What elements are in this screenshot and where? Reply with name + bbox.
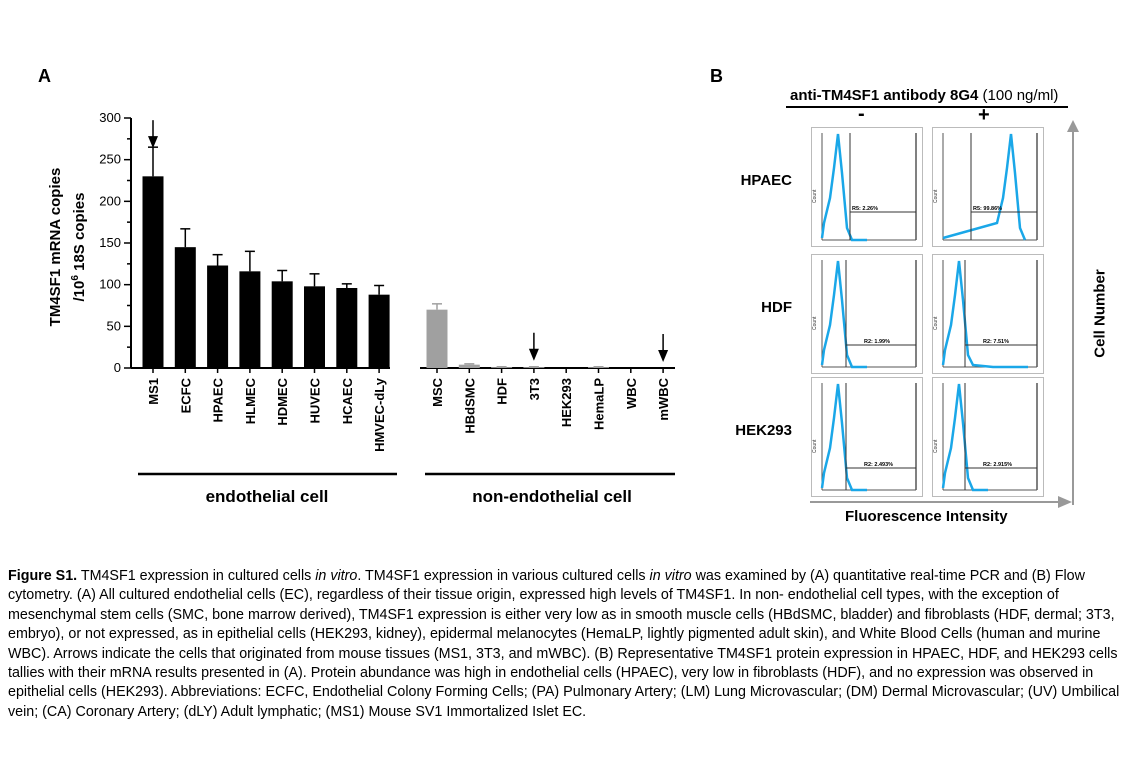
bar-hmvec-dly — [368, 294, 390, 368]
up-arrow-icon — [1067, 120, 1079, 132]
x-tick-label: MS1 — [146, 378, 161, 405]
plus-label: + — [978, 104, 990, 126]
bar-chart: 0 50 100 150 200 250 300 MS1 ECFC HPAEC HLMEC HDMEC… — [99, 110, 675, 506]
right-arrow-icon — [1058, 496, 1072, 508]
svg-text:Count: Count — [812, 189, 818, 203]
bar-ms1 — [142, 176, 164, 368]
x-tick-label: HLMEC — [243, 377, 258, 424]
x-tick-label: HPAEC — [211, 377, 226, 422]
minus-label: - — [858, 103, 865, 125]
x-tick-label: HemaLP — [592, 378, 607, 430]
row-label-hdf: HDF — [761, 299, 792, 316]
cell-number-label: Cell Number — [1091, 269, 1109, 358]
y-tick-label: 250 — [99, 152, 121, 167]
down-arrow-icon — [658, 350, 669, 362]
x-tick-label: MSC — [430, 377, 445, 407]
bar-3t3 — [523, 367, 545, 368]
y-tick-label: 50 — [107, 318, 121, 333]
x-tick-label: HUVEC — [308, 377, 323, 423]
row-label-hek293: HEK293 — [735, 422, 792, 439]
bar-hemalp — [588, 367, 609, 368]
x-tick-label: HMVEC-dLy — [372, 377, 387, 452]
bar-ecfc — [174, 247, 196, 368]
x-tick-label: HCAEC — [340, 377, 355, 424]
bar-hcaec — [336, 288, 358, 368]
bar-msc — [426, 309, 448, 368]
fluorescence-intensity-label: Fluorescence Intensity — [845, 508, 1008, 525]
svg-text:Count: Count — [933, 439, 939, 453]
group-label-endothelial: endothelial cell — [206, 487, 329, 506]
bar-hdmec — [271, 281, 293, 368]
x-tick-label: HDMEC — [275, 377, 290, 425]
flow-histogram-hek293-minus: Count R2: 2.493% — [811, 377, 923, 497]
svg-text:R2: 7.51%: R2: 7.51% — [983, 339, 1009, 345]
x-tick-label: HBdSMC — [462, 377, 477, 433]
svg-text:R2: 2.915%: R2: 2.915% — [983, 462, 1012, 468]
x-tick-label: 3T3 — [527, 378, 542, 400]
x-tick-label: mWBC — [656, 377, 671, 420]
svg-text:Count: Count — [933, 189, 939, 203]
flow-histogram-hdf-plus: Count R2: 7.51% — [932, 254, 1044, 374]
svg-text:R2: 2.493%: R2: 2.493% — [864, 462, 893, 468]
svg-text:R5: 2.26%: R5: 2.26% — [852, 206, 878, 212]
svg-text:Count: Count — [812, 439, 818, 453]
y-tick-label: 150 — [99, 235, 121, 250]
flow-histogram-hek293-plus: Count R2: 2.915% — [932, 377, 1044, 497]
y-tick-label: 200 — [99, 193, 121, 208]
y-tick-label: 100 — [99, 277, 121, 292]
x-tick-label: ECFC — [178, 377, 193, 413]
bar-hbdsmc — [458, 364, 480, 368]
figure-caption: Figure S1. TM4SF1 expression in cultured… — [8, 568, 1120, 720]
x-tick-label: HEK293 — [559, 378, 574, 427]
bar-hlmec — [239, 271, 261, 368]
group-label-non-endothelial: non-endothelial cell — [472, 487, 632, 506]
y-tick-label: 0 — [114, 360, 121, 375]
x-tick-label: WBC — [624, 377, 639, 409]
row-label-hpaec: HPAEC — [740, 172, 792, 189]
down-arrow-icon — [528, 348, 539, 361]
svg-text:Count: Count — [812, 316, 818, 330]
flow-axes — [810, 120, 1079, 508]
panel-a-label: A — [38, 66, 51, 86]
flow-histogram-hpaec-minus: Count R5: 2.26% — [811, 127, 923, 247]
flow-histogram-hdf-minus: Count R2: 1.99% — [811, 254, 923, 374]
bar-hdf — [491, 367, 513, 368]
svg-text:R2: 1.99%: R2: 1.99% — [864, 339, 890, 345]
bar-huvec — [304, 286, 325, 368]
x-tick-label: HDF — [495, 378, 510, 405]
panel-b-label: B — [710, 66, 723, 86]
svg-text:R5: 99.86%: R5: 99.86% — [973, 206, 1002, 212]
flow-title: anti-TM4SF1 antibody 8G4 (100 ng/ml) — [790, 87, 1059, 104]
flow-histogram-hpaec-plus: Count R5: 99.86% — [932, 127, 1044, 247]
bar-hpaec — [207, 265, 229, 368]
title-underline — [786, 106, 1068, 108]
down-arrow-icon — [148, 136, 158, 149]
svg-text:Count: Count — [933, 316, 939, 330]
y-tick-label: 300 — [99, 110, 121, 125]
